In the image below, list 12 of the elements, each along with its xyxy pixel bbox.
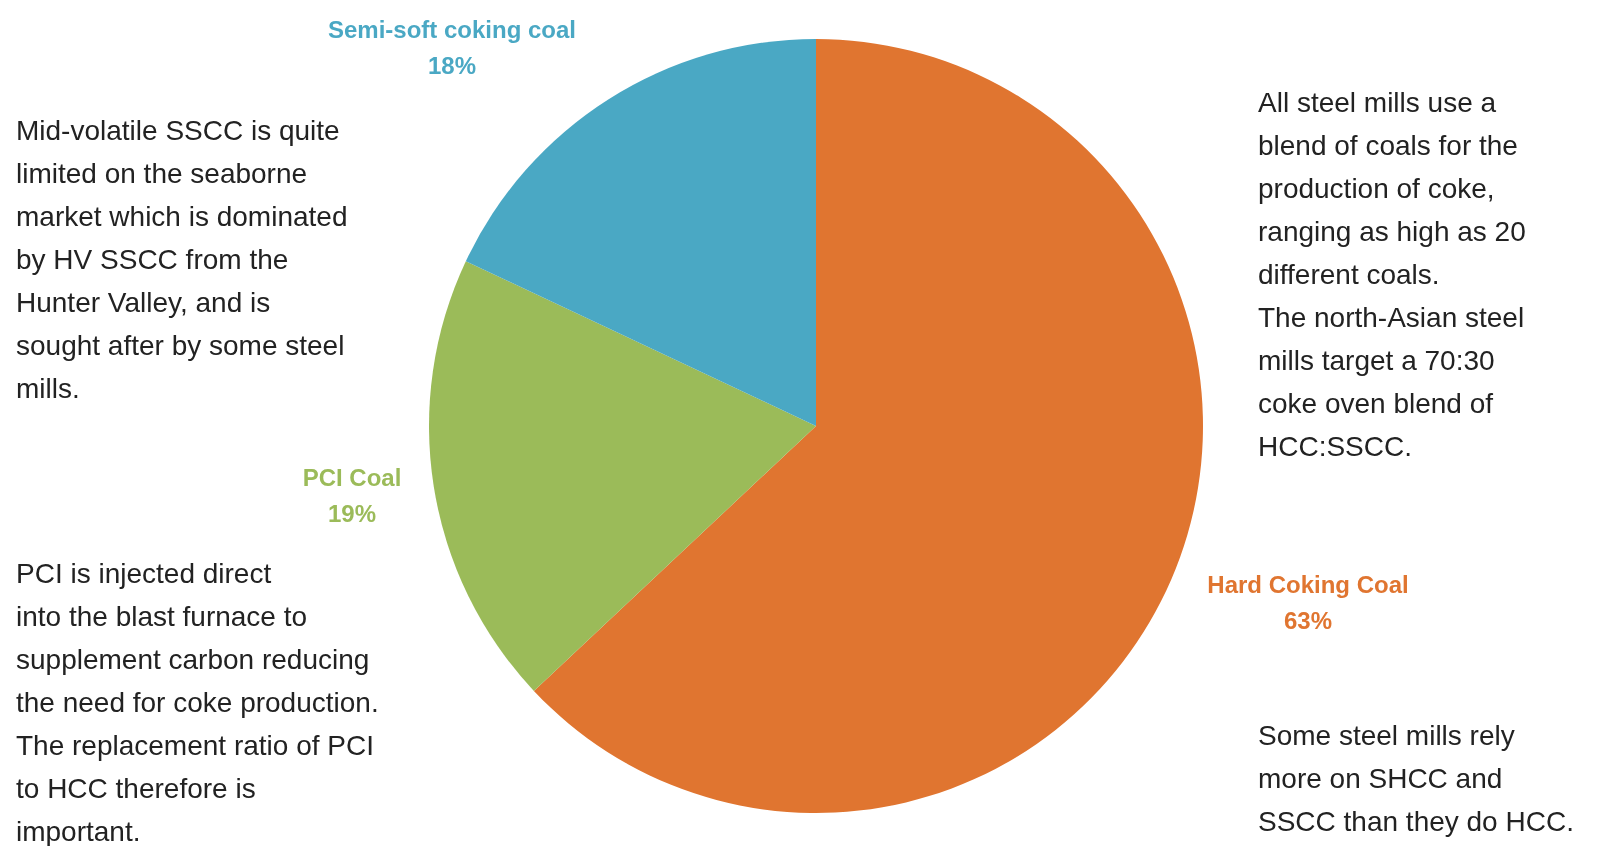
data-label: 19% [327, 500, 377, 527]
slice-label: Hard Coking Coal [1207, 571, 1409, 598]
slice-label: Semi-soft coking coal [327, 16, 577, 43]
data-label: 63% [1283, 607, 1333, 634]
data-label: 18% [427, 52, 477, 79]
text: Some steel mills rely more on SHCC and SSCC than they do HCC. [1258, 720, 1574, 837]
text: Mid-volatile SSCC is quite limited on the seaborne market which is dominated by HV SSCC from the Hunter Valley, and is sought after by some steel mills. [16, 115, 348, 404]
text: All steel mills use a blend of coals for the production of coke, ranging as high as 20 different coals. The north-Asian steel mills target a 70:30 coke oven blend of HCC:SSCC. [1258, 87, 1526, 462]
pie-slice [429, 261, 816, 691]
slice-label: PCI Coal [302, 464, 402, 491]
pie-slice [533, 39, 1203, 813]
text: PCI is injected direct into the blast furnace to supplement carbon reducing the need for coke production. The replacement ratio of PCI to HCC therefore is important. [16, 558, 379, 847]
